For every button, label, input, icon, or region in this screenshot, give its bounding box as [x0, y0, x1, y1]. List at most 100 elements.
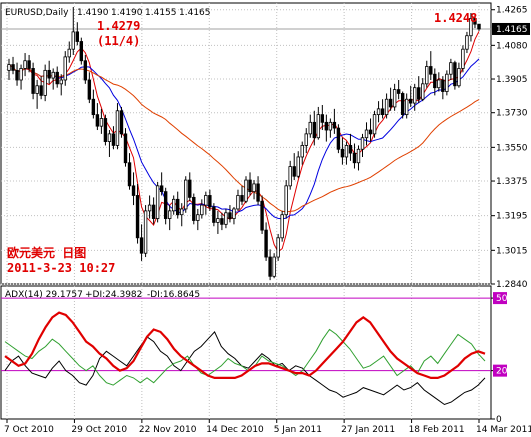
candle [123, 128, 128, 167]
candle [465, 31, 469, 54]
candle [312, 110, 317, 146]
candle-body [324, 121, 329, 131]
candle-body [115, 110, 120, 146]
adx-level-tag-label: 20 [496, 367, 508, 377]
candle [316, 106, 321, 140]
candle [31, 62, 35, 100]
candle-body [260, 200, 264, 231]
date-tick-label: 14 Dec 2010 [206, 425, 264, 435]
price-axis: 1.4265 1.4080 1.3905 1.3730 1.3550 1.3375 1.31… [491, 6, 528, 290]
candle-body [469, 17, 473, 37]
candle-body [200, 204, 204, 216]
candle-body [272, 256, 276, 277]
candle [457, 62, 461, 88]
candle-body [417, 87, 421, 100]
candle [252, 180, 256, 200]
candle [159, 172, 164, 196]
candle [356, 145, 361, 171]
candle [445, 70, 449, 96]
candle [433, 68, 437, 96]
candle [376, 101, 381, 123]
candle [19, 64, 23, 90]
candle-body [372, 114, 377, 135]
candle [344, 141, 349, 165]
price-tick-label: 1.3905 [496, 75, 528, 85]
plus-di-label: +DI:24.3982 [85, 290, 142, 300]
annotation-high-label: 1.4279 [97, 19, 140, 33]
candle-body [71, 31, 75, 50]
candle-body [376, 108, 381, 116]
candle-body [252, 183, 256, 193]
candle-body [400, 93, 405, 116]
candle-body [396, 89, 401, 94]
adx-indicator-lines [4, 311, 486, 406]
candle [272, 253, 276, 279]
candle [244, 176, 248, 204]
candle-body [79, 41, 84, 62]
candle [400, 91, 405, 119]
adx-panel-frame [0, 285, 492, 420]
price-tick-label: 1.2840 [496, 280, 528, 290]
candle [43, 64, 47, 102]
candle [220, 212, 224, 231]
price-tick-label: 1.3375 [496, 177, 528, 187]
candle [384, 93, 389, 119]
candle [67, 41, 71, 63]
candle-body [449, 62, 453, 75]
candle [196, 208, 200, 231]
ohlc-open: 1.4190 [77, 8, 109, 18]
candle [292, 153, 296, 181]
candle-body [155, 185, 160, 219]
candle [184, 176, 188, 213]
candle-body [264, 229, 268, 258]
adx-tick-label: 0 [496, 415, 502, 425]
candle-body [87, 79, 92, 100]
candle [151, 197, 156, 225]
annotation-high-date: (11/4) [97, 34, 140, 48]
candle [87, 72, 92, 104]
candle [284, 180, 288, 219]
candle [404, 93, 409, 119]
symbol-label: EURUSD,Daily [5, 8, 69, 18]
candle [180, 203, 184, 227]
candle-body [216, 218, 220, 223]
adx-line [4, 311, 486, 379]
candle [437, 72, 441, 92]
candle [280, 210, 284, 242]
candle [155, 181, 160, 223]
candle [91, 89, 96, 119]
candle-body [127, 162, 132, 187]
candle-body [139, 237, 144, 254]
candle-body [437, 79, 441, 89]
candle [268, 249, 272, 281]
candle [39, 76, 43, 100]
moving-average-line [8, 64, 480, 213]
date-tick-label: 18 Feb 2011 [409, 425, 465, 435]
candle-body [408, 98, 413, 104]
candle-body [300, 145, 304, 158]
adx-level-lines [1, 297, 491, 372]
candle-body [280, 214, 284, 239]
candle [163, 187, 168, 225]
price-tick-label: 1.4265 [496, 6, 528, 16]
candle [95, 103, 100, 131]
candle-body [159, 185, 164, 193]
candle-body [95, 114, 100, 127]
candle-body [204, 195, 208, 206]
candle-body [232, 208, 236, 219]
candle-body [404, 98, 409, 116]
candle-body [163, 191, 168, 219]
candle [240, 185, 244, 206]
candle-body [461, 48, 465, 69]
candle-body [380, 108, 385, 116]
candle [27, 54, 31, 73]
candle-body [51, 71, 55, 79]
candle [300, 141, 304, 165]
candle-body [413, 87, 417, 104]
candle [83, 54, 88, 84]
candle [461, 45, 465, 73]
current-price-tag-label: 1.4165 [496, 25, 528, 35]
candle-body [31, 68, 35, 94]
candle-body [228, 212, 232, 219]
candle [59, 74, 63, 96]
